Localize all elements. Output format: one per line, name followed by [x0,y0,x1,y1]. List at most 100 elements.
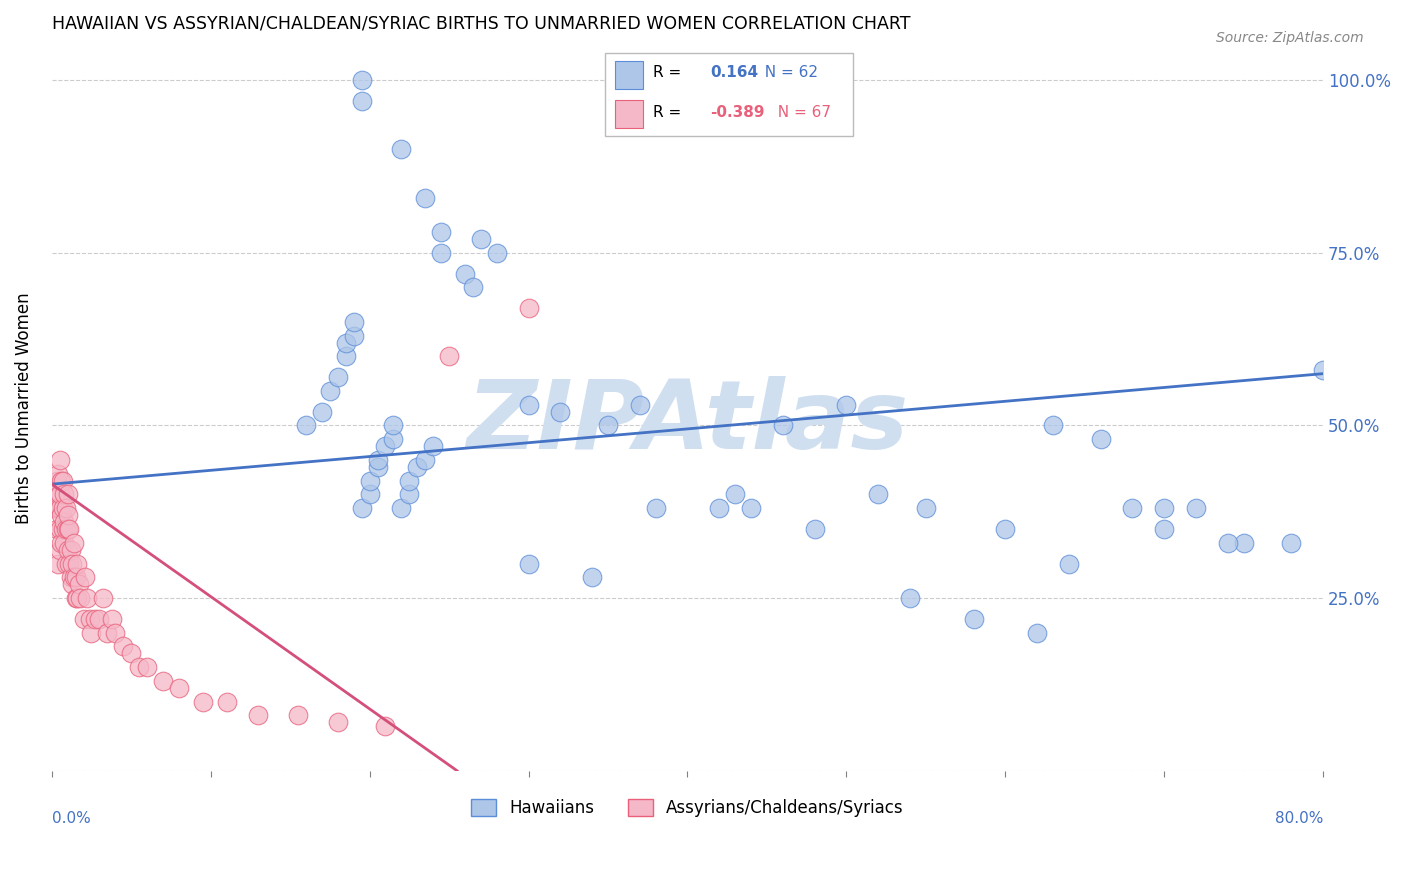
Point [75,570,97,584]
Point [58,522,80,536]
Point [343,328,366,343]
Y-axis label: Births to Unmarried Women: Births to Unmarried Women [15,293,32,524]
Point [374,719,396,733]
Point [56,542,79,557]
Point [66,557,89,571]
Point [359,474,381,488]
Text: 0.0%: 0.0% [52,811,90,826]
Point [62,577,84,591]
Point [152,673,174,688]
Point [120,646,142,660]
Point [517,557,540,571]
Point [350,501,373,516]
Point [53,487,76,501]
Point [740,501,762,516]
Point [1312,363,1334,377]
Point [48,453,70,467]
Point [67,577,90,591]
Point [413,191,436,205]
Point [335,335,357,350]
Point [1090,432,1112,446]
Point [437,350,460,364]
Point [51,508,73,523]
Point [406,459,429,474]
Point [898,591,921,605]
Point [772,418,794,433]
Point [1185,501,1208,516]
Point [55,501,77,516]
Point [55,522,77,536]
Point [326,370,349,384]
FancyBboxPatch shape [605,53,852,136]
Point [1042,418,1064,433]
Point [1057,557,1080,571]
Point [994,522,1017,536]
Legend: Hawaiians, Assyrians/Chaldeans/Syriacs: Hawaiians, Assyrians/Chaldeans/Syriacs [464,792,911,824]
Point [470,232,492,246]
Point [1121,501,1143,516]
Point [136,660,159,674]
Point [1233,536,1256,550]
Text: Source: ZipAtlas.com: Source: ZipAtlas.com [1216,31,1364,45]
Point [89,612,111,626]
Point [803,522,825,536]
Point [247,708,270,723]
Point [69,591,91,605]
Point [56,522,79,536]
Text: 0.164: 0.164 [710,65,758,80]
Point [51,536,73,550]
Point [914,501,936,516]
Point [53,515,76,529]
Point [581,570,603,584]
Text: -0.389: -0.389 [710,105,765,120]
Point [46,557,69,571]
Point [326,715,349,730]
Point [44,487,66,501]
Text: N = 67: N = 67 [768,105,831,120]
Point [596,418,619,433]
Point [51,474,73,488]
Point [343,315,366,329]
Point [398,487,420,501]
Point [62,557,84,571]
Point [367,453,389,467]
Point [389,501,412,516]
Text: N = 62: N = 62 [755,65,818,80]
Point [319,384,342,398]
Point [45,522,67,536]
Point [79,612,101,626]
Point [66,591,89,605]
Point [80,625,103,640]
Text: HAWAIIAN VS ASSYRIAN/CHALDEAN/SYRIAC BIRTHS TO UNMARRIED WOMEN CORRELATION CHART: HAWAIIAN VS ASSYRIAN/CHALDEAN/SYRIAC BIR… [52,15,910,33]
Point [48,487,70,501]
Point [112,640,135,654]
Point [56,508,79,523]
Point [287,708,309,723]
Point [55,557,77,571]
Point [517,301,540,315]
Point [835,398,858,412]
Point [295,418,318,433]
Point [191,695,214,709]
Text: R =: R = [654,105,686,120]
Text: ZIPAtlas: ZIPAtlas [467,376,908,469]
Point [215,695,238,709]
Point [83,612,105,626]
Point [63,536,86,550]
Point [1153,522,1175,536]
Point [335,350,357,364]
Point [128,660,150,674]
Point [1279,536,1302,550]
Point [96,625,118,640]
Point [59,542,82,557]
Point [48,522,70,536]
Point [389,142,412,156]
Point [1153,501,1175,516]
Point [517,398,540,412]
Point [76,591,98,605]
Point [311,404,333,418]
Point [91,591,114,605]
Point [350,73,373,87]
Point [1216,536,1239,550]
Point [52,501,75,516]
